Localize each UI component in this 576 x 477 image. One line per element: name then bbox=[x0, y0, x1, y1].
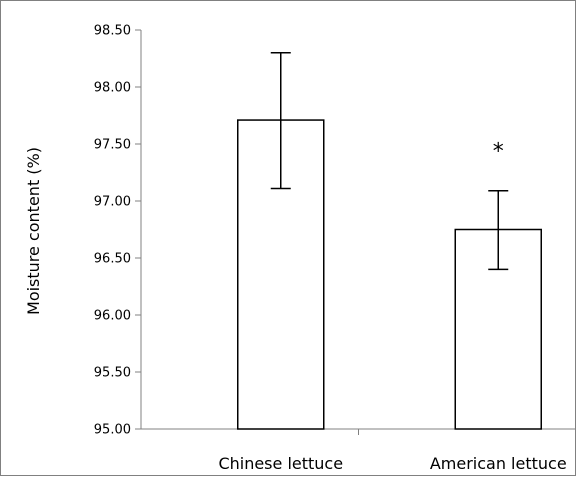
significance-marker: * bbox=[493, 140, 504, 165]
y-tick-label: 96.50 bbox=[94, 252, 131, 267]
y-tick-label: 97.00 bbox=[94, 195, 131, 210]
y-tick-label: 98.00 bbox=[94, 81, 131, 96]
category-label: Chinese lettuce bbox=[218, 454, 343, 473]
annotations: * bbox=[493, 140, 504, 165]
y-tick-label: 95.00 bbox=[94, 423, 131, 438]
category-labels: Chinese lettuce American lettuce bbox=[218, 454, 566, 473]
category-label: American lettuce bbox=[430, 454, 567, 473]
y-tick-label: 97.50 bbox=[94, 138, 131, 153]
y-tick-label: 96.00 bbox=[94, 309, 131, 324]
y-tick-label: 95.50 bbox=[94, 366, 131, 381]
y-axis-ticks: 95.00 95.50 96.00 96.50 97.00 97.50 98.00 98.50 bbox=[94, 24, 141, 438]
bars bbox=[237, 119, 542, 430]
y-axis-title: Moisture content (%) bbox=[24, 147, 43, 315]
error-bars bbox=[270, 52, 509, 271]
y-tick-label: 98.50 bbox=[94, 24, 131, 39]
